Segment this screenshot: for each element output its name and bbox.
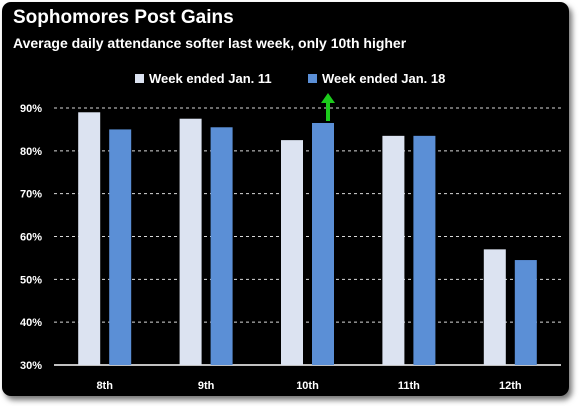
- bar-8th-series-2: [109, 129, 132, 365]
- bar-11th-series-2: [413, 135, 436, 365]
- y-tick-label: 80%: [20, 146, 42, 158]
- y-tick-label: 50%: [20, 274, 42, 286]
- bar-chart: 30% 40% 50% 60% 70% 80% 90% 8th 9th 10th 11th 12th W…: [20, 71, 561, 392]
- x-tick-label: 10th: [296, 380, 319, 392]
- bar-10th-series-1: [281, 140, 303, 365]
- bar-8th-series-1: [78, 112, 101, 366]
- chart-panel: Sophomores Post Gains Average daily atte…: [2, 2, 569, 396]
- chart-subtitle: Average daily attendance softer last wee…: [13, 35, 407, 51]
- y-tick-label: 30%: [20, 360, 42, 372]
- x-tick-label: 12th: [499, 380, 522, 392]
- x-tick-label: 8th: [96, 380, 113, 392]
- x-tick-label: 9th: [198, 380, 215, 392]
- bar-9th-series-1: [179, 118, 202, 365]
- up-arrow-icon: [321, 93, 335, 121]
- bar-12th-series-1: [483, 249, 506, 365]
- bar-12th-series-2: [514, 260, 537, 365]
- legend-label-series-1: Week ended Jan. 11: [149, 71, 272, 86]
- legend-swatch-series-2: [308, 74, 317, 83]
- y-tick-label: 60%: [20, 232, 42, 244]
- y-tick-label: 40%: [20, 317, 42, 329]
- y-tick-label: 70%: [20, 189, 42, 201]
- legend-swatch-series-1: [135, 74, 144, 83]
- bar-10th-series-2: [312, 122, 334, 365]
- y-tick-label: 90%: [20, 103, 42, 115]
- bar-9th-series-2: [210, 127, 233, 366]
- bar-11th-series-1: [382, 135, 405, 365]
- x-tick-label: 11th: [398, 380, 420, 392]
- chart-title: Sophomores Post Gains: [13, 7, 234, 28]
- legend-label-series-2: Week ended Jan. 18: [322, 71, 445, 86]
